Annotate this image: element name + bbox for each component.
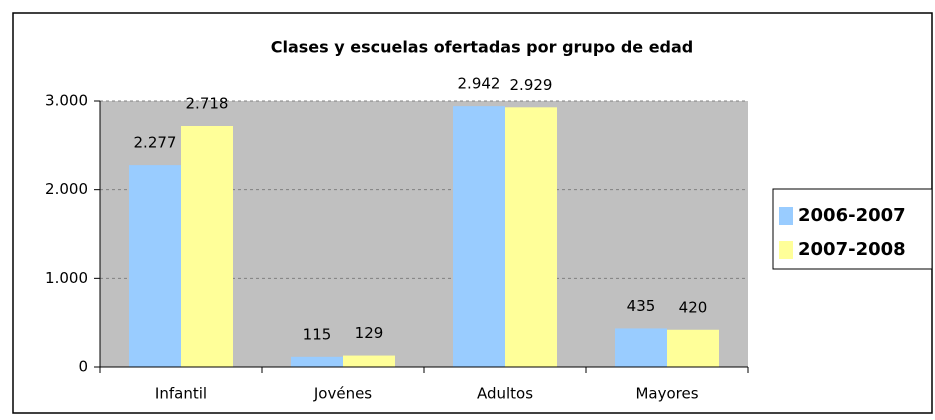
data-label: 129 — [355, 324, 384, 342]
data-label: 420 — [679, 298, 708, 316]
legend-label: 2006-2007 — [798, 205, 906, 226]
legend-swatch — [779, 207, 793, 225]
y-tick-label: 2.000 — [45, 180, 88, 198]
bar — [343, 355, 395, 367]
bar — [505, 107, 557, 367]
chart-title: Clases y escuelas ofertadas por grupo de… — [271, 38, 694, 57]
bar — [291, 356, 343, 367]
x-tick-label: Infantil — [155, 385, 207, 403]
data-label: 435 — [627, 297, 656, 315]
bar — [667, 329, 719, 367]
x-tick-label: Adultos — [477, 385, 533, 403]
y-tick-label: 3.000 — [45, 92, 88, 110]
data-label: 2.718 — [186, 95, 229, 113]
bar — [181, 126, 233, 367]
data-label: 2.277 — [134, 134, 177, 152]
data-label: 2.942 — [458, 75, 501, 93]
x-tick-label: Jovénes — [313, 385, 372, 403]
legend — [772, 188, 933, 270]
bar — [615, 328, 667, 367]
x-tick-label: Mayores — [635, 385, 698, 403]
data-label: 2.929 — [510, 76, 553, 94]
bar — [129, 165, 181, 367]
y-tick-label: 1.000 — [45, 269, 88, 287]
bar — [453, 106, 505, 367]
legend-swatch — [779, 241, 793, 259]
legend-label: 2007-2008 — [798, 239, 906, 260]
data-label: 115 — [303, 325, 332, 343]
y-tick-label: 0 — [78, 358, 88, 376]
